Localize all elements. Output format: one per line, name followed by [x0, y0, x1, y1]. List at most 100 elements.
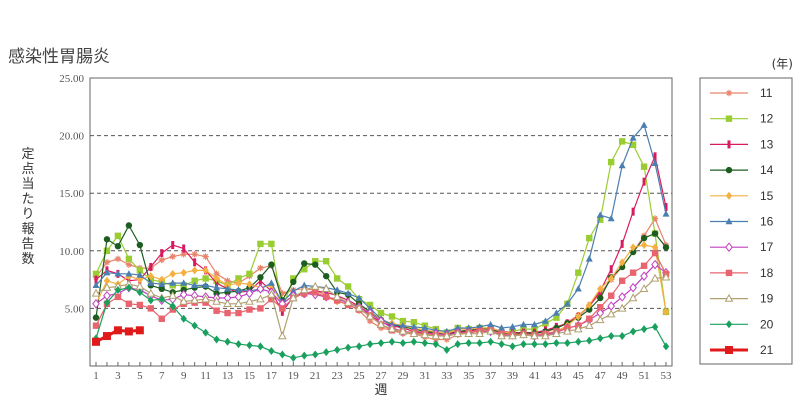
point-19-w13 — [223, 299, 232, 307]
point-15-w11 — [202, 266, 209, 275]
point-11-w52 — [651, 215, 659, 222]
point-16-w23 — [333, 286, 341, 293]
y-tick-label: 20.00 — [59, 131, 84, 143]
point-12-w30 — [410, 319, 418, 326]
point-16-w9 — [180, 279, 188, 286]
point-20-w52 — [651, 322, 659, 331]
point-13-w9 — [182, 244, 186, 253]
point-19-w45 — [573, 324, 583, 333]
x-tick-label: 41 — [529, 370, 540, 382]
point-16-w5 — [136, 271, 144, 278]
point-12-w47 — [597, 216, 604, 223]
point-12-w11 — [202, 275, 209, 282]
point-18-w48 — [607, 292, 615, 299]
point-15-w15 — [246, 280, 253, 289]
legend-item-19: 19 — [710, 292, 774, 306]
point-18-w47 — [597, 304, 604, 311]
point-12-w24 — [344, 283, 352, 290]
point-20-w38 — [498, 340, 505, 349]
point-13-w49 — [620, 239, 624, 248]
point-19-w23 — [332, 292, 342, 301]
legend-label: 11 — [760, 86, 773, 100]
point-15-w7 — [158, 275, 165, 284]
point-14-w53 — [662, 244, 670, 251]
point-20-w7 — [158, 295, 165, 304]
point-12-w27 — [377, 309, 385, 317]
y-label-char: 点 — [21, 162, 34, 177]
point-21-w3 — [113, 326, 122, 335]
point-12-w1 — [92, 270, 100, 278]
x-tick-label: 25 — [354, 370, 366, 382]
series-group — [91, 121, 671, 362]
point-16-w50 — [629, 134, 637, 141]
x-tick-label: 43 — [551, 370, 563, 382]
legend-swatch-marker — [725, 320, 733, 329]
legend-entries: 11 12 13 14 15 16 17 18 19 20 21 — [710, 86, 774, 357]
point-18-w15 — [246, 306, 253, 313]
legend-swatch-marker — [725, 89, 733, 97]
point-20-w36 — [476, 338, 483, 347]
point-15-w14 — [235, 279, 242, 288]
point-14-w21 — [312, 261, 319, 268]
point-19-w29 — [398, 326, 408, 335]
point-18-w23 — [333, 297, 341, 304]
point-19-w24 — [343, 297, 353, 306]
point-13-w53 — [664, 203, 668, 212]
point-20-w23 — [333, 345, 341, 354]
point-11-w10 — [191, 251, 198, 258]
point-16-w1 — [92, 281, 100, 289]
point-15-w10 — [191, 266, 198, 275]
point-19-w20 — [299, 285, 309, 294]
point-14-w1 — [92, 314, 100, 321]
point-16-w35 — [465, 324, 473, 331]
point-16-w48 — [607, 214, 615, 222]
legend-unit: (年) — [772, 57, 793, 71]
point-20-w47 — [597, 334, 604, 343]
legend-swatch-marker — [724, 293, 734, 302]
point-16-w47 — [596, 211, 604, 218]
point-19-w6 — [146, 288, 156, 297]
x-tick-label: 15 — [244, 370, 256, 382]
point-16-w2 — [103, 268, 111, 276]
point-16-w39 — [509, 323, 517, 330]
point-12-w29 — [399, 317, 407, 325]
point-16-w36 — [476, 323, 484, 330]
point-18-w7 — [158, 315, 165, 322]
legend-item-14: 14 — [710, 163, 774, 177]
x-tick-label: 31 — [419, 370, 430, 382]
legend-item-15: 15 — [710, 189, 774, 203]
point-20-w31 — [421, 338, 429, 347]
point-13-w7 — [160, 249, 164, 258]
point-12-w10 — [191, 277, 198, 284]
x-tick-label: 51 — [639, 370, 650, 382]
x-tick-label: 3 — [115, 370, 121, 382]
point-16-w46 — [585, 255, 593, 262]
point-21-w1 — [92, 337, 100, 346]
point-19-w36 — [475, 329, 484, 337]
x-tick-label: 19 — [288, 370, 300, 382]
point-13-w50 — [631, 207, 635, 216]
x-tick-label: 17 — [266, 370, 278, 382]
point-20-w11 — [202, 328, 209, 337]
point-13-w18 — [280, 307, 284, 316]
point-20-w33 — [443, 345, 450, 354]
point-19-w32 — [431, 331, 441, 340]
point-18-w17 — [268, 295, 275, 303]
point-19-w35 — [464, 329, 474, 337]
x-tick-label: 23 — [332, 370, 344, 382]
point-20-w19 — [290, 353, 297, 362]
point-20-w2 — [103, 298, 111, 307]
point-18-w5 — [136, 301, 144, 309]
point-16-w52 — [651, 159, 659, 166]
point-20-w44 — [564, 338, 571, 347]
x-tick-label: 27 — [376, 370, 388, 382]
point-13-w51 — [642, 177, 646, 186]
point-16-w44 — [563, 300, 571, 307]
point-16-w29 — [399, 321, 407, 329]
point-14-w3 — [114, 242, 122, 250]
point-18-w3 — [114, 293, 122, 301]
point-16-w3 — [114, 270, 122, 277]
point-12-w22 — [322, 257, 330, 265]
point-19-w46 — [584, 320, 594, 329]
